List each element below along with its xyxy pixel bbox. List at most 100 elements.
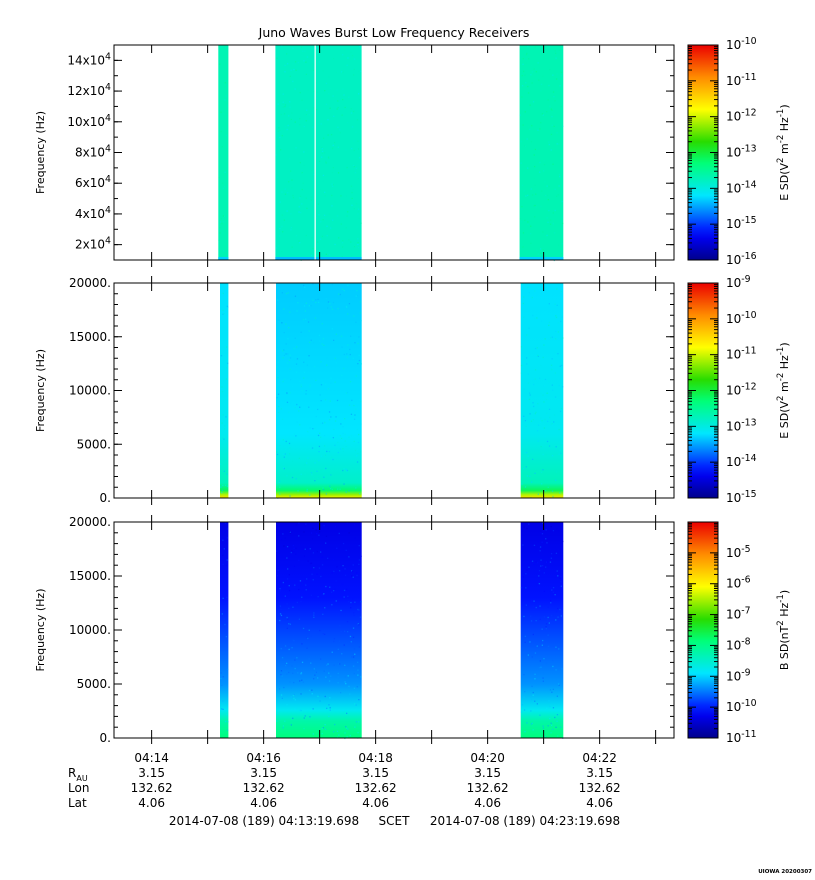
burst-texture-1-1 [218, 46, 228, 261]
colorbar-label-3: B SD(nT2 Hz-1) [776, 590, 791, 670]
ytick-label-1-4: 8x104 [75, 144, 111, 160]
colorbar-tick-3-7: 10-11 [726, 729, 757, 745]
ephemeris-value-2-4: 132.62 [467, 781, 509, 795]
colorbar-tick-3-2: 10-6 [726, 575, 751, 591]
ytick-label-1-1: 2x104 [75, 236, 111, 252]
ytick-label-2-1: 0. [100, 491, 111, 505]
ytick-label-1-7: 14x104 [67, 51, 111, 67]
colorbar-tick-2-1: 10-9 [726, 274, 751, 290]
colorbar-tick-1-1: 10-10 [726, 36, 757, 52]
ylabel-1: Frequency (Hz) [34, 111, 47, 194]
ephemeris-label-3: Lat [68, 796, 87, 810]
colorbar-tick-3-1: 10-5 [726, 544, 751, 560]
panels: 2x104 4x104 6x104 8x104 10x104 12x104 14x104 Fr… [34, 36, 791, 745]
ephemeris-value-1-1: 3.15 [138, 766, 165, 780]
ytick-label-3-3: 10000. [69, 623, 111, 637]
burst-texture-2-2 [276, 283, 362, 499]
ytick-label-1-5: 10x104 [67, 113, 111, 129]
colorbar-tick-3-6: 10-10 [726, 698, 757, 714]
time-axis: 04:14 04:16 04:18 04:20 04:22 [134, 738, 657, 765]
ephemeris-value-2-3: 132.62 [355, 781, 397, 795]
ylabel-2: Frequency (Hz) [34, 349, 47, 432]
burst-1-1 [218, 45, 229, 260]
time-tick-label-2: 04:16 [246, 751, 281, 765]
spectrogram-panel-1: 2x104 4x104 6x104 8x104 10x104 12x104 14x104 Fr… [34, 36, 791, 267]
colorbar-tick-2-3: 10-11 [726, 346, 757, 362]
spectrogram-panel-3: 0. 5000. 10000. 15000. 20000. Frequency (Hz) 1… [34, 515, 791, 745]
ytick-label-2-4: 15000. [69, 330, 111, 344]
burst-3-3 [520, 522, 564, 738]
colorbar-tick-1-2: 10-11 [726, 72, 757, 88]
colorbar-tick-1-3: 10-12 [726, 108, 757, 124]
time-tick-label-3: 04:18 [358, 751, 393, 765]
ephemeris-value-3-5: 4.06 [586, 796, 613, 810]
burst-3-1 [220, 522, 229, 738]
ephemeris-value-2-5: 132.62 [579, 781, 621, 795]
ephemeris-value-3-1: 4.06 [138, 796, 165, 810]
time-tick-label-4: 04:20 [470, 751, 505, 765]
ephemeris-value-2-2: 132.62 [243, 781, 285, 795]
colorbar-tick-1-4: 10-13 [726, 144, 757, 160]
colorbar-tick-2-2: 10-10 [726, 310, 757, 326]
ephemeris-value-1-5: 3.15 [586, 766, 613, 780]
burst-texture-3-3 [520, 522, 564, 739]
colorbar-tick-1-7: 10-16 [726, 251, 757, 267]
burst-1-2 [275, 45, 362, 260]
ytick-label-2-2: 5000. [77, 437, 111, 451]
ytick-label-1-6: 12x104 [67, 82, 111, 98]
colorbar-3 [687, 521, 719, 739]
ytick-label-2-3: 10000. [69, 384, 111, 398]
time-tick-label-1: 04:14 [134, 751, 169, 765]
time-range-start: 2014-07-08 (189) 04:13:19.698 [169, 814, 359, 828]
colorbar-tick-2-6: 10-14 [726, 453, 757, 469]
burst-2-2 [276, 283, 362, 498]
colorbar-tick-2-5: 10-13 [726, 417, 757, 433]
burst-3-2 [276, 522, 362, 738]
time-range-end: 2014-07-08 (189) 04:23:19.698 [430, 814, 620, 828]
ytick-label-3-5: 20000. [69, 515, 111, 529]
spectrogram-panel-2: 0. 5000. 10000. 15000. 20000. Frequency (Hz) 1… [34, 274, 791, 505]
time-tick-label-5: 04:22 [582, 751, 617, 765]
colorbar-tick-2-7: 10-15 [726, 489, 757, 505]
ephemeris-value-3-4: 4.06 [474, 796, 501, 810]
burst-texture-1-2 [275, 45, 362, 261]
ephemeris-label-1: RAU [68, 766, 88, 783]
ylabel-3: Frequency (Hz) [34, 589, 47, 672]
ytick-label-3-4: 15000. [69, 569, 111, 583]
ephemeris-value-1-2: 3.15 [250, 766, 277, 780]
ytick-label-1-3: 6x104 [75, 174, 111, 190]
burst-2-3 [520, 283, 564, 498]
colorbar-label-2: E SD(V2 m-2 Hz-1) [776, 342, 791, 438]
colorbar-tick-3-5: 10-9 [726, 667, 751, 683]
figure-title: Juno Waves Burst Low Frequency Receivers [258, 25, 530, 40]
colorbar-tick-3-3: 10-7 [726, 606, 751, 622]
panel-frame-2 [113, 282, 675, 499]
ephemeris-value-1-3: 3.15 [362, 766, 389, 780]
burst-2-1 [220, 283, 229, 498]
colorbar-tick-1-6: 10-15 [726, 215, 757, 231]
ephemeris-value-3-3: 4.06 [362, 796, 389, 810]
ephemeris-value-3-2: 4.06 [250, 796, 277, 810]
ytick-label-3-1: 0. [100, 731, 111, 745]
ytick-label-1-2: 4x104 [75, 205, 111, 221]
burst-texture-3-1 [220, 522, 229, 731]
colorbar-tick-2-4: 10-12 [726, 382, 757, 398]
colorbar-tick-3-4: 10-8 [726, 636, 751, 652]
ephemeris-label-2: Lon [68, 781, 89, 795]
burst-texture-2-1 [220, 292, 229, 494]
ephemeris-table: RAU 3.15 3.15 3.15 3.15 3.15 Lon 132.62 132.62 13… [68, 766, 621, 828]
version-stamp: UIOWA 20200307 [758, 869, 812, 875]
burst-1-3 [519, 45, 564, 260]
colorbar-tick-1-5: 10-14 [726, 179, 757, 195]
ephemeris-value-2-1: 132.62 [131, 781, 173, 795]
ephemeris-value-1-4: 3.15 [474, 766, 501, 780]
burst-texture-2-3 [520, 283, 564, 499]
ytick-label-3-2: 5000. [77, 677, 111, 691]
scet-label: SCET [379, 814, 411, 828]
colorbar-label-1: E SD(V2 m-2 Hz-1) [776, 104, 791, 200]
ytick-label-2-5: 20000. [69, 276, 111, 290]
burst-texture-3-2 [276, 522, 362, 740]
panel-frame-1 [113, 44, 675, 261]
panel-frame-3 [113, 521, 675, 739]
